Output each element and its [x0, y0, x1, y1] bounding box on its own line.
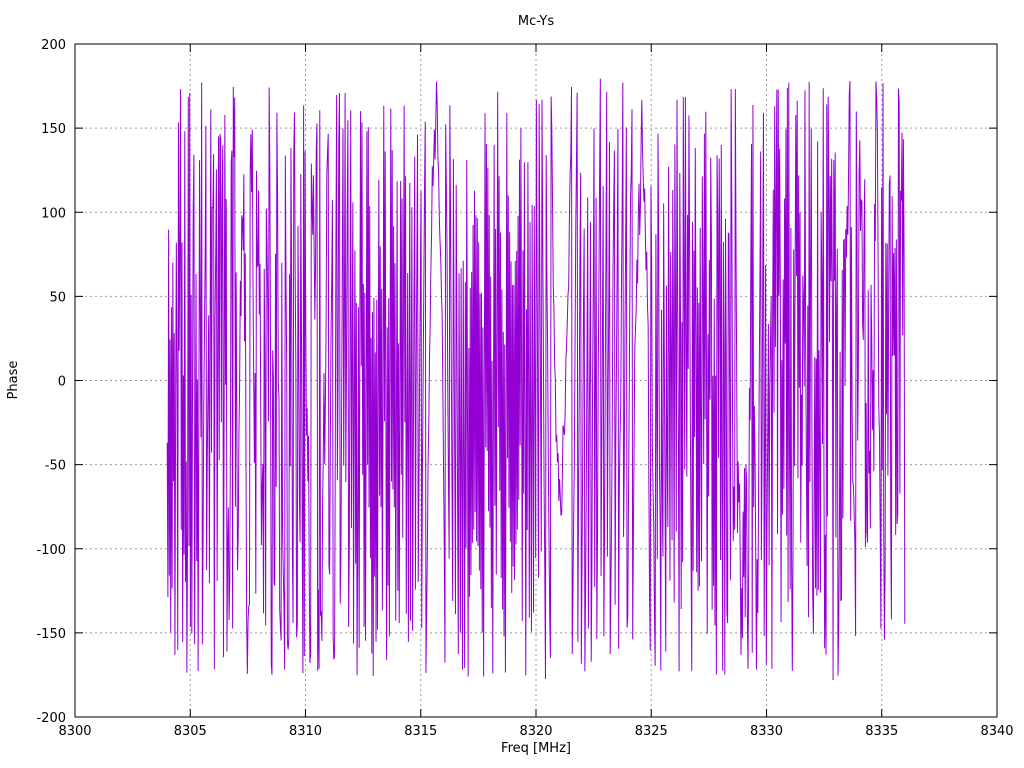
y-tick-label: -150	[36, 627, 66, 642]
axis-ticks	[74, 43, 998, 718]
chart-title: Mc-Ys	[518, 14, 554, 29]
x-tick-labels: 8300 8305 8310 8315 8320 8325 8330 8335 8340	[58, 724, 1013, 739]
x-tick-label: 8325	[635, 724, 668, 739]
y-tick-labels: -200 -150 -100 -50 0 50 100 150 200	[36, 38, 66, 726]
x-tick-label: 8330	[750, 724, 783, 739]
x-tick-label: 8305	[174, 724, 207, 739]
x-tick-label: 8300	[58, 724, 91, 739]
y-tick-label: 50	[49, 290, 66, 305]
y-tick-label: -200	[36, 711, 66, 726]
phase-series-line	[166, 78, 906, 680]
y-tick-label: 200	[41, 38, 66, 53]
x-tick-label: 8340	[980, 724, 1013, 739]
y-tick-label: -100	[36, 543, 66, 558]
y-tick-label: 0	[58, 375, 66, 390]
x-tick-label: 8315	[404, 724, 437, 739]
y-tick-label: -50	[45, 459, 66, 474]
y-tick-label: 150	[41, 122, 66, 137]
y-axis-label: Phase	[6, 361, 21, 400]
y-tick-label: 100	[41, 206, 66, 221]
x-tick-label: 8335	[865, 724, 898, 739]
x-axis-label: Freq [MHz]	[501, 741, 571, 756]
x-tick-label: 8310	[289, 724, 322, 739]
x-tick-label: 8320	[519, 724, 552, 739]
